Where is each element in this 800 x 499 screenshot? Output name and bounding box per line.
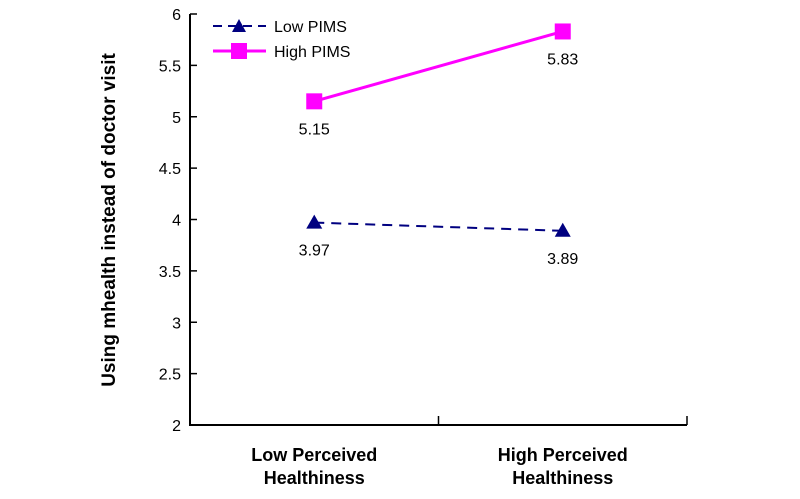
axis-lines [189, 14, 687, 426]
y-tick-label: 5 [172, 110, 181, 127]
x-category-label: Healthiness [512, 468, 613, 488]
y-axis-title: Using mhealth instead of doctor visit [99, 53, 120, 387]
legend-triangle-marker [232, 19, 246, 32]
x-category-label: High Perceived [498, 445, 628, 465]
y-tick-label: 3.5 [159, 264, 181, 281]
data-label: 5.15 [299, 121, 330, 138]
data-label: 3.97 [299, 243, 330, 260]
y-tick-label: 2 [172, 418, 181, 435]
legend-square-marker [231, 43, 247, 59]
x-category-label: Low Perceived [251, 445, 377, 465]
data-label: 3.89 [547, 251, 578, 268]
y-tick-label: 4 [172, 213, 181, 230]
plot-area: 2 2.5 3 3.5 4 4.5 5 5.5 6 Low Perceived Healthines… [159, 7, 688, 488]
data-label: 5.83 [547, 51, 578, 68]
legend-item-label: Low PIMS [274, 19, 347, 36]
series-line-high-pims [313, 30, 564, 103]
y-tick-label: 6 [172, 7, 181, 24]
legend-item-label: High PIMS [274, 44, 350, 61]
y-tick-label: 4.5 [159, 161, 181, 178]
triangle-marker [554, 222, 571, 237]
x-category-label: Healthiness [264, 468, 365, 488]
y-tick-label: 5.5 [159, 58, 181, 75]
square-marker [306, 93, 323, 110]
y-tick-label: 3 [172, 315, 181, 332]
triangle-marker [306, 214, 323, 229]
series-line-low-pims [314, 221, 563, 232]
y-tick-label: 2.5 [159, 367, 181, 384]
square-marker [554, 23, 571, 40]
